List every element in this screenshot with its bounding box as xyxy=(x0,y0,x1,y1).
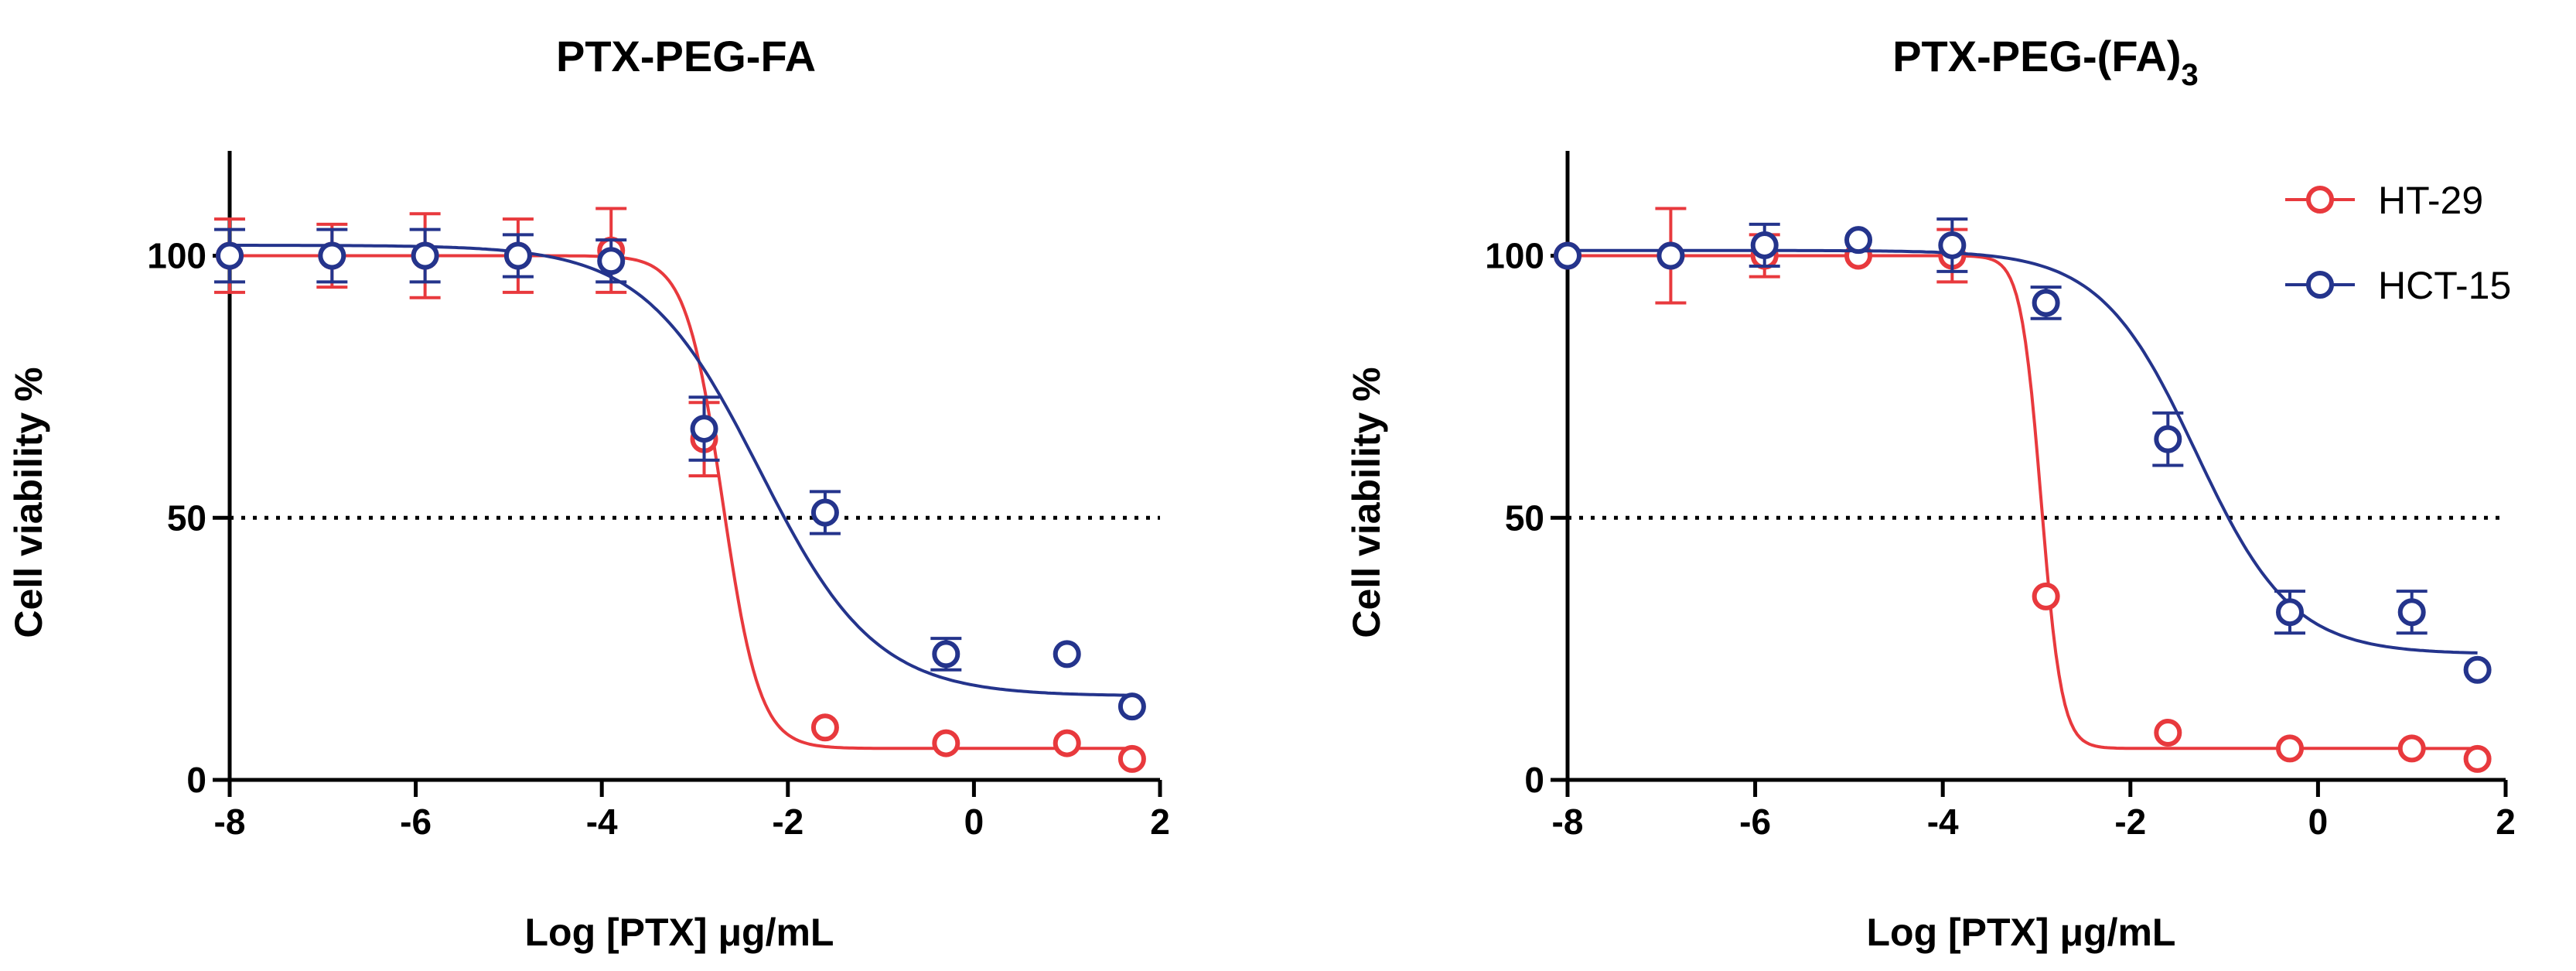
x-tick-label: -8 xyxy=(1552,802,1584,842)
x-tick-label: -6 xyxy=(1739,802,1771,842)
data-point xyxy=(503,241,532,270)
y-tick-label: 50 xyxy=(167,497,206,538)
y-tick-label: 0 xyxy=(186,760,206,800)
x-tick-label: 0 xyxy=(2308,802,2329,842)
x-tick-label: 2 xyxy=(2496,802,2516,842)
data-point xyxy=(2276,598,2305,627)
data-point xyxy=(1554,241,1581,270)
data-point xyxy=(1844,226,1873,255)
y-tick-label: 0 xyxy=(1524,760,1544,800)
x-axis-label: Log [PTX] μg/mL xyxy=(1867,911,2176,954)
series-hct-15 xyxy=(1554,217,2492,684)
data-point xyxy=(2397,598,2426,627)
data-point xyxy=(597,247,626,275)
legend-label-hct-15: HCT-15 xyxy=(2378,264,2511,307)
data-point xyxy=(1938,231,1967,259)
y-tick-label: 100 xyxy=(147,236,206,276)
data-point xyxy=(2032,289,2060,317)
x-tick-label: -4 xyxy=(1927,802,1959,842)
data-point xyxy=(2154,719,2182,747)
fit-curve xyxy=(1568,248,2478,655)
x-tick-label: -6 xyxy=(400,802,432,842)
data-point xyxy=(2032,582,2060,610)
chart-title: PTX-PEG-FA xyxy=(556,32,816,80)
fit-curve xyxy=(230,244,1132,697)
chart-title-text: PTX-PEG-FA xyxy=(556,32,816,80)
fit-curve xyxy=(1568,254,2478,750)
data-point xyxy=(2154,425,2182,453)
data-point xyxy=(2276,734,2305,763)
data-point xyxy=(810,713,839,742)
fit-curve xyxy=(230,254,1132,750)
data-point xyxy=(2397,734,2426,763)
data-point xyxy=(411,241,439,270)
data-point xyxy=(2463,744,2492,773)
x-tick-label: 0 xyxy=(964,802,984,842)
x-tick-label: -2 xyxy=(772,802,804,842)
y-tick-label: 50 xyxy=(1505,497,1544,538)
data-point xyxy=(1117,744,1146,773)
series-ht-29 xyxy=(1554,207,2492,773)
data-point xyxy=(1117,692,1146,721)
chart-title-text: PTX-PEG-(FA) xyxy=(1892,32,2181,80)
legend: HT-29 HCT-15 xyxy=(2285,179,2511,307)
legend-marker xyxy=(2306,271,2334,299)
y-axis-label: Cell viability % xyxy=(1345,367,1388,638)
chart-title-subscript: 3 xyxy=(2182,58,2199,92)
data-point xyxy=(810,498,839,527)
x-axis-label: Log [PTX] μg/mL xyxy=(525,911,834,954)
chart-title: PTX-PEG-(FA)3 xyxy=(1892,32,2199,92)
data-point xyxy=(216,241,244,270)
y-axis-label: Cell viability % xyxy=(7,367,50,638)
data-point xyxy=(932,729,960,757)
chart-panel-ptx-peg-fa: PTX-PEG-FA 0 50 100 -8 -6 -4 -2 0 2 Log [PTX] μg/m… xyxy=(7,32,1170,954)
data-point xyxy=(318,241,346,270)
legend-label-ht-29: HT-29 xyxy=(2378,179,2483,222)
x-tick-label: -4 xyxy=(586,802,618,842)
legend-marker xyxy=(2306,186,2334,214)
y-tick-label: 100 xyxy=(1485,236,1544,276)
data-point xyxy=(1656,241,1685,270)
data-point xyxy=(1750,231,1779,259)
x-tick-label: 2 xyxy=(1150,802,1170,842)
series-hct-15 xyxy=(214,227,1146,721)
series-ht-29 xyxy=(214,207,1146,773)
chart-panel-ptx-peg-fa3: PTX-PEG-(FA)3 0 50 100 -8 -6 -4 -2 0 2 Log [PTX] μ… xyxy=(1345,32,2516,954)
data-point xyxy=(2463,655,2492,684)
data-point xyxy=(690,415,718,443)
x-tick-label: -2 xyxy=(2114,802,2146,842)
data-point xyxy=(932,640,960,668)
x-tick-label: -8 xyxy=(214,802,246,842)
data-point xyxy=(1053,640,1081,668)
data-point xyxy=(1053,729,1081,757)
